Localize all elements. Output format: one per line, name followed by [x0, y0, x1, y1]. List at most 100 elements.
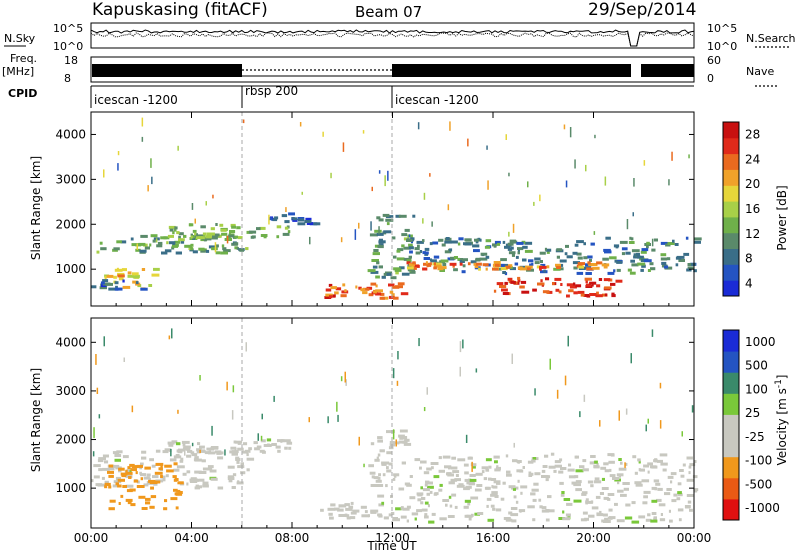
heatmap-cell: [406, 239, 413, 242]
heatmap-cell: [545, 509, 550, 512]
heatmap-cell: [148, 284, 153, 287]
heatmap-cell: [211, 233, 220, 237]
heatmap-cell: [373, 290, 377, 294]
heatmap-cell: [539, 260, 543, 263]
heatmap-cell: [407, 268, 415, 272]
heatmap-cell: [624, 462, 626, 468]
heatmap-cell: [643, 490, 651, 494]
heatmap-cell: [596, 284, 601, 288]
heatmap-cell: [194, 486, 200, 490]
heatmap-cell: [596, 261, 603, 265]
heatmap-cell: [475, 262, 482, 266]
heatmap-cell: [406, 519, 409, 523]
heatmap-cell: [545, 248, 552, 252]
heatmap-cell: [660, 257, 668, 261]
heatmap-cell: [590, 455, 596, 458]
heatmap-cell: [113, 247, 120, 251]
heatmap-cell: [640, 268, 644, 272]
heatmap-cell: [395, 439, 397, 447]
heatmap-cell: [374, 229, 382, 233]
heatmap-cell: [375, 292, 382, 296]
heatmap-cell: [419, 466, 422, 470]
heatmap-cell: [178, 232, 184, 236]
heatmap-cell: [346, 516, 351, 520]
heatmap-cell: [412, 261, 416, 265]
heatmap-cell: [125, 484, 134, 488]
heatmap-cell: [386, 451, 392, 455]
heatmap-cell: [214, 242, 217, 253]
heatmap-cell: [493, 455, 500, 459]
heatmap-cell: [531, 459, 536, 463]
heatmap-cell: [689, 463, 696, 467]
heatmap-cell: [116, 287, 123, 291]
heatmap-cell: [631, 501, 636, 505]
heatmap-cell: [178, 491, 183, 494]
heatmap-cell: [176, 489, 181, 493]
heatmap-cell: [668, 509, 671, 513]
heatmap-cell: [587, 255, 593, 259]
heatmap-cell: [555, 263, 561, 267]
heatmap-cell: [196, 450, 201, 454]
heatmap-cell: [575, 469, 584, 473]
heatmap-cell: [394, 268, 402, 272]
heatmap-cell: [556, 255, 560, 259]
heatmap-cell: [423, 407, 426, 412]
heatmap-cell: [126, 471, 133, 475]
heatmap-cell: [656, 498, 662, 502]
heatmap-cell: [400, 515, 407, 519]
heatmap-cell: [191, 442, 194, 447]
heatmap-cell: [653, 459, 657, 463]
heatmap-cell: [484, 245, 491, 249]
y-tick-label: 1000: [55, 262, 86, 276]
heatmap-cell: [149, 243, 152, 247]
heatmap-cell: [459, 260, 465, 263]
heatmap-cell: [230, 223, 236, 227]
heatmap-cell: [621, 247, 628, 251]
heatmap-cell: [449, 262, 457, 266]
heatmap-cell: [532, 498, 537, 502]
heatmap-cell: [424, 513, 428, 517]
heatmap-cell: [451, 466, 458, 470]
heatmap-cell: [595, 294, 603, 298]
heatmap-cell: [442, 455, 451, 459]
heatmap-cell: [572, 261, 580, 265]
heatmap-cell: [108, 507, 115, 511]
heatmap-cell: [472, 244, 480, 248]
heatmap-cell: [554, 277, 562, 281]
heatmap-cell: [400, 292, 409, 296]
heatmap-cell: [389, 441, 395, 444]
heatmap-cell: [236, 481, 244, 485]
heatmap-cell: [625, 503, 631, 507]
power-panel: 1000 2000 3000 4000 Slant Range [km] 28 24 20…: [29, 111, 789, 307]
heatmap-cell: [525, 265, 533, 269]
heatmap-cell: [408, 255, 412, 259]
heatmap-cell: [108, 287, 116, 291]
heatmap-cell: [537, 282, 545, 286]
heatmap-cell: [446, 472, 451, 476]
heatmap-cell: [127, 501, 132, 505]
heatmap-cell: [239, 248, 244, 252]
heatmap-cell: [171, 244, 179, 248]
power-ylabel: Slant Range [km]: [29, 156, 43, 260]
heatmap-cell: [375, 479, 382, 483]
heatmap-cell: [671, 499, 677, 503]
heatmap-cell: [109, 499, 116, 503]
heatmap-cell: [417, 244, 420, 248]
heatmap-cell: [112, 484, 120, 488]
heatmap-cell: [682, 463, 686, 467]
heatmap-cell: [471, 513, 474, 517]
heatmap-cell: [447, 473, 454, 477]
heatmap-cell: [532, 288, 537, 292]
heatmap-cell: [377, 245, 384, 249]
heatmap-cell: [305, 217, 312, 221]
heatmap-cell: [484, 486, 490, 490]
heatmap-cell: [236, 226, 241, 230]
colorbar-tick-label: 20: [745, 177, 760, 191]
heatmap-cell: [98, 414, 101, 419]
heatmap-cell: [211, 247, 218, 251]
heatmap-cell: [100, 281, 105, 285]
heatmap-cell: [576, 240, 584, 244]
heatmap-cell: [426, 481, 433, 485]
heatmap-cell: [370, 221, 372, 231]
heatmap-cell: [627, 268, 632, 272]
